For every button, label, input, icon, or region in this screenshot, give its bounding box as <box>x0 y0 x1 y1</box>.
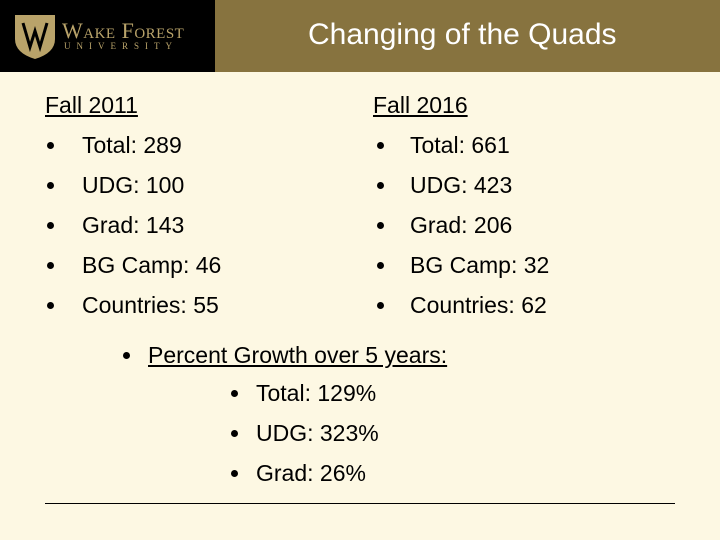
column-item: Total: 289 <box>82 132 182 158</box>
bottom-rule <box>45 503 675 504</box>
growth-heading: Percent Growth over 5 years: <box>148 342 448 368</box>
bullet <box>377 222 384 229</box>
bullet <box>377 302 384 309</box>
growth-item: Grad: 26% <box>256 460 366 486</box>
bullet <box>377 262 384 269</box>
column-item: Countries: 55 <box>82 292 219 318</box>
bullet <box>47 222 54 229</box>
growth-item: UDG: 323% <box>256 420 379 446</box>
column-item: BG Camp: 46 <box>82 252 222 278</box>
logo-sub: University <box>64 41 178 51</box>
column-heading: Fall 2016 <box>373 92 468 118</box>
bullet <box>231 390 238 397</box>
logo: Wake Forest University <box>0 0 215 72</box>
column-item: Grad: 206 <box>410 212 513 238</box>
slide-title: Changing of the Quads <box>308 18 617 51</box>
logo-name: Wake Forest <box>62 18 185 43</box>
column-heading: Fall 2011 <box>45 92 138 118</box>
bullet <box>47 182 54 189</box>
bullet <box>47 302 54 309</box>
column-item: Countries: 62 <box>410 292 547 318</box>
column-item: UDG: 423 <box>410 172 513 198</box>
bullet <box>377 142 384 149</box>
bullet <box>123 352 130 359</box>
bullet <box>47 262 54 269</box>
growth-item: Total: 129% <box>256 380 377 406</box>
column-item: UDG: 100 <box>82 172 185 198</box>
logo-shield <box>15 15 55 59</box>
bullet <box>377 182 384 189</box>
bullet <box>231 470 238 477</box>
column-item: BG Camp: 32 <box>410 252 550 278</box>
bullet <box>231 430 238 437</box>
column-item: Total: 661 <box>410 132 510 158</box>
column-item: Grad: 143 <box>82 212 185 238</box>
bullet <box>47 142 54 149</box>
